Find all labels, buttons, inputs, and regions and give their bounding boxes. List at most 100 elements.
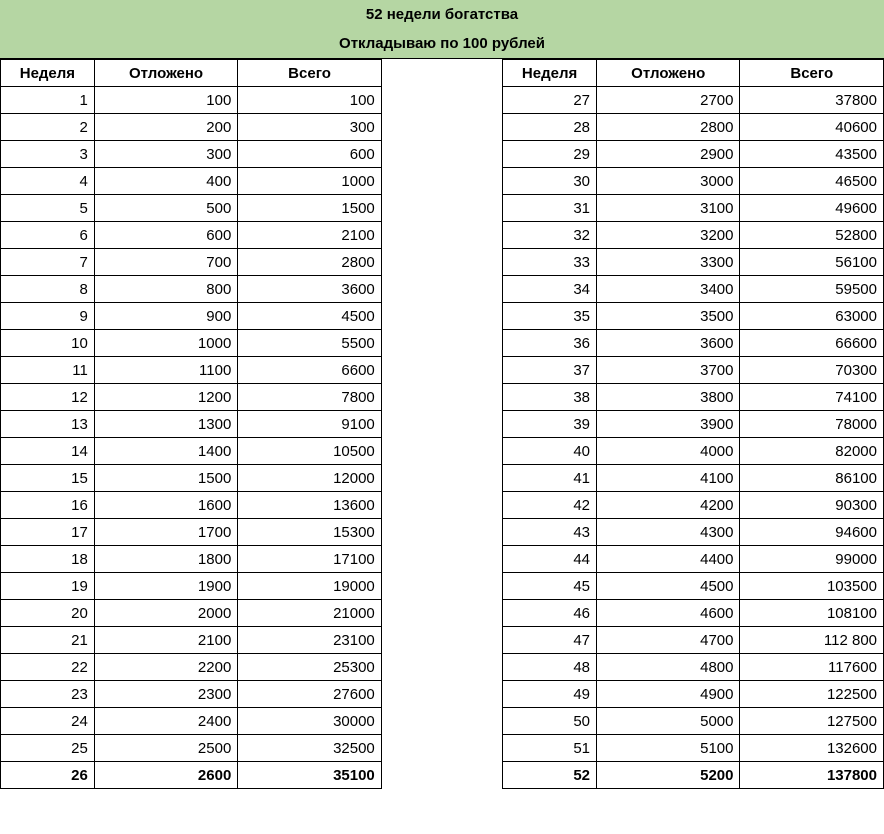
cell-total: 132600 bbox=[740, 735, 884, 762]
cell-total: 13600 bbox=[238, 492, 381, 519]
cell-week: 4 bbox=[1, 168, 95, 195]
cell-total: 82000 bbox=[740, 438, 884, 465]
cell-total: 27600 bbox=[238, 681, 381, 708]
cell-deposited: 300 bbox=[94, 141, 237, 168]
cell-total: 37800 bbox=[740, 87, 884, 114]
cell-total: 5500 bbox=[238, 330, 381, 357]
table-row: 6600210032320052800 bbox=[1, 222, 884, 249]
cell-total: 108100 bbox=[740, 600, 884, 627]
cell-week: 50 bbox=[503, 708, 597, 735]
cell-total: 63000 bbox=[740, 303, 884, 330]
cell-spacer bbox=[381, 627, 502, 654]
cell-week: 43 bbox=[503, 519, 597, 546]
cell-deposited: 3200 bbox=[597, 222, 740, 249]
cell-week: 34 bbox=[503, 276, 597, 303]
header-week-left: Неделя bbox=[1, 60, 95, 87]
cell-total: 17100 bbox=[238, 546, 381, 573]
table-row: 21210023100474700112 800 bbox=[1, 627, 884, 654]
cell-week: 35 bbox=[503, 303, 597, 330]
header-deposited-left: Отложено bbox=[94, 60, 237, 87]
cell-week: 32 bbox=[503, 222, 597, 249]
table-row: 8800360034340059500 bbox=[1, 276, 884, 303]
cell-week: 52 bbox=[503, 762, 597, 789]
cell-week: 40 bbox=[503, 438, 597, 465]
cell-spacer bbox=[381, 303, 502, 330]
cell-deposited: 3400 bbox=[597, 276, 740, 303]
cell-deposited: 2200 bbox=[94, 654, 237, 681]
cell-deposited: 1200 bbox=[94, 384, 237, 411]
cell-spacer bbox=[381, 735, 502, 762]
cell-week: 33 bbox=[503, 249, 597, 276]
page-subtitle: Откладываю по 100 рублей bbox=[0, 29, 884, 59]
cell-week: 41 bbox=[503, 465, 597, 492]
cell-total: 43500 bbox=[740, 141, 884, 168]
cell-week: 25 bbox=[1, 735, 95, 762]
cell-week: 20 bbox=[1, 600, 95, 627]
cell-total: 40600 bbox=[740, 114, 884, 141]
cell-total: 1500 bbox=[238, 195, 381, 222]
cell-total: 94600 bbox=[740, 519, 884, 546]
cell-spacer bbox=[381, 600, 502, 627]
cell-week: 6 bbox=[1, 222, 95, 249]
cell-week: 31 bbox=[503, 195, 597, 222]
cell-spacer bbox=[381, 168, 502, 195]
cell-total: 122500 bbox=[740, 681, 884, 708]
cell-total: 19000 bbox=[238, 573, 381, 600]
cell-week: 37 bbox=[503, 357, 597, 384]
cell-week: 46 bbox=[503, 600, 597, 627]
cell-week: 49 bbox=[503, 681, 597, 708]
header-week-right: Неделя bbox=[503, 60, 597, 87]
cell-deposited: 2600 bbox=[94, 762, 237, 789]
cell-deposited: 4000 bbox=[597, 438, 740, 465]
cell-week: 39 bbox=[503, 411, 597, 438]
cell-deposited: 3500 bbox=[597, 303, 740, 330]
cell-deposited: 4500 bbox=[597, 573, 740, 600]
cell-total: 15300 bbox=[238, 519, 381, 546]
cell-week: 44 bbox=[503, 546, 597, 573]
cell-total: 59500 bbox=[740, 276, 884, 303]
table-row: 101000550036360066600 bbox=[1, 330, 884, 357]
cell-total: 78000 bbox=[740, 411, 884, 438]
cell-spacer bbox=[381, 114, 502, 141]
cell-deposited: 2100 bbox=[94, 627, 237, 654]
cell-deposited: 1000 bbox=[94, 330, 237, 357]
cell-week: 18 bbox=[1, 546, 95, 573]
cell-week: 16 bbox=[1, 492, 95, 519]
table-header-row: Неделя Отложено Всего Неделя Отложено Вс… bbox=[1, 60, 884, 87]
cell-total: 49600 bbox=[740, 195, 884, 222]
header-deposited-right: Отложено bbox=[597, 60, 740, 87]
cell-week: 47 bbox=[503, 627, 597, 654]
cell-total: 56100 bbox=[740, 249, 884, 276]
cell-week: 2 bbox=[1, 114, 95, 141]
cell-week: 15 bbox=[1, 465, 95, 492]
cell-deposited: 4800 bbox=[597, 654, 740, 681]
cell-week: 38 bbox=[503, 384, 597, 411]
cell-week: 21 bbox=[1, 627, 95, 654]
cell-total: 117600 bbox=[740, 654, 884, 681]
cell-spacer bbox=[381, 465, 502, 492]
cell-deposited: 1800 bbox=[94, 546, 237, 573]
cell-week: 26 bbox=[1, 762, 95, 789]
cell-week: 23 bbox=[1, 681, 95, 708]
cell-deposited: 100 bbox=[94, 87, 237, 114]
cell-total: 1000 bbox=[238, 168, 381, 195]
cell-total: 35100 bbox=[238, 762, 381, 789]
cell-spacer bbox=[381, 276, 502, 303]
cell-deposited: 3100 bbox=[597, 195, 740, 222]
cell-week: 13 bbox=[1, 411, 95, 438]
cell-total: 137800 bbox=[740, 762, 884, 789]
cell-spacer bbox=[381, 195, 502, 222]
cell-deposited: 400 bbox=[94, 168, 237, 195]
cell-week: 22 bbox=[1, 654, 95, 681]
cell-spacer bbox=[381, 573, 502, 600]
cell-total: 99000 bbox=[740, 546, 884, 573]
table-row: 1717001530043430094600 bbox=[1, 519, 884, 546]
cell-spacer bbox=[381, 438, 502, 465]
cell-spacer bbox=[381, 492, 502, 519]
cell-spacer bbox=[381, 681, 502, 708]
cell-spacer bbox=[381, 249, 502, 276]
cell-week: 7 bbox=[1, 249, 95, 276]
cell-total: 66600 bbox=[740, 330, 884, 357]
table-row: 24240030000505000127500 bbox=[1, 708, 884, 735]
cell-total: 23100 bbox=[238, 627, 381, 654]
